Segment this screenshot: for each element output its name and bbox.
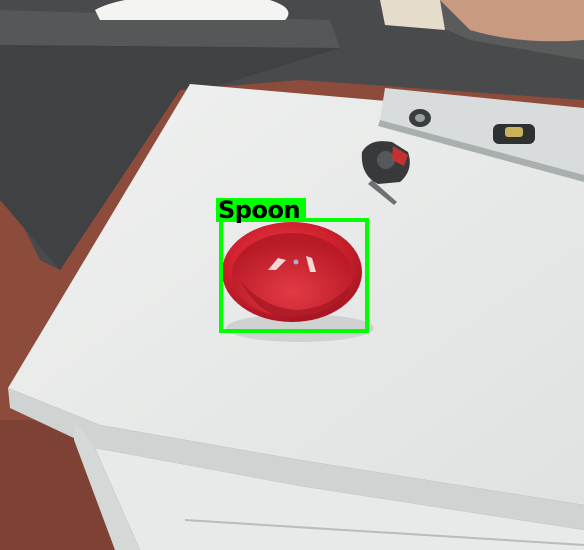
detection-label: Spoon (216, 198, 307, 222)
red-plastic-bowl (222, 222, 362, 322)
spirit-level (378, 88, 584, 182)
cushion (95, 0, 289, 20)
tape-measure (361, 141, 410, 205)
detection-box (219, 218, 369, 333)
bowl-shadow (226, 314, 374, 342)
person-arm (440, 0, 584, 42)
